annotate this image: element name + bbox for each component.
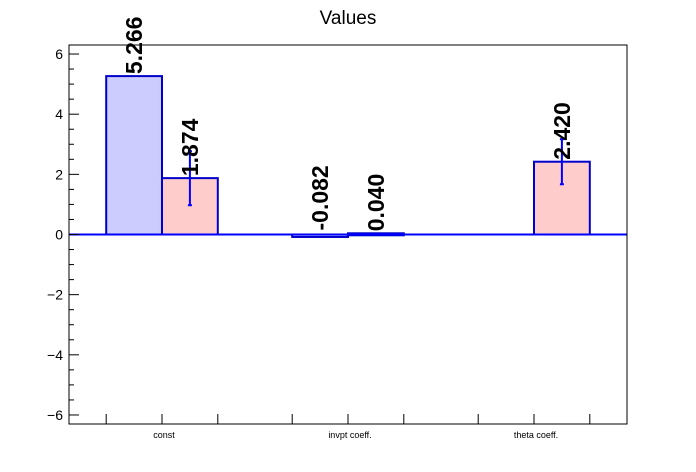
- data-label: 0.040: [363, 174, 389, 232]
- y-tick-label: 0: [55, 227, 63, 243]
- data-label: 2.420: [549, 102, 575, 160]
- x-category-label: invpt coeff.: [328, 430, 371, 440]
- y-tick-label: 4: [55, 106, 63, 122]
- y-tick-label: −6: [47, 407, 63, 423]
- error-bars-group: [187, 138, 564, 207]
- x-category-label: const: [153, 430, 175, 440]
- data-label: 1.874: [177, 118, 203, 176]
- chart-title: Values: [320, 8, 377, 29]
- y-tick-label: −2: [47, 287, 63, 303]
- y-tick-label: 6: [55, 46, 63, 62]
- data-label: 5.266: [121, 17, 147, 75]
- x-category-label: theta coeff.: [514, 430, 558, 440]
- data-label: -0.082: [307, 165, 333, 230]
- bar: [105, 75, 163, 236]
- data-labels-group: 5.266 -0.082 1.874 0.040 2.420: [121, 17, 575, 232]
- y-tick-label: −4: [47, 347, 63, 363]
- y-axis: −6 −4 −2 0 2 4 6: [47, 46, 79, 423]
- x-axis: const invpt coeff. theta coeff.: [105, 414, 591, 440]
- y-tick-label: 2: [55, 166, 63, 182]
